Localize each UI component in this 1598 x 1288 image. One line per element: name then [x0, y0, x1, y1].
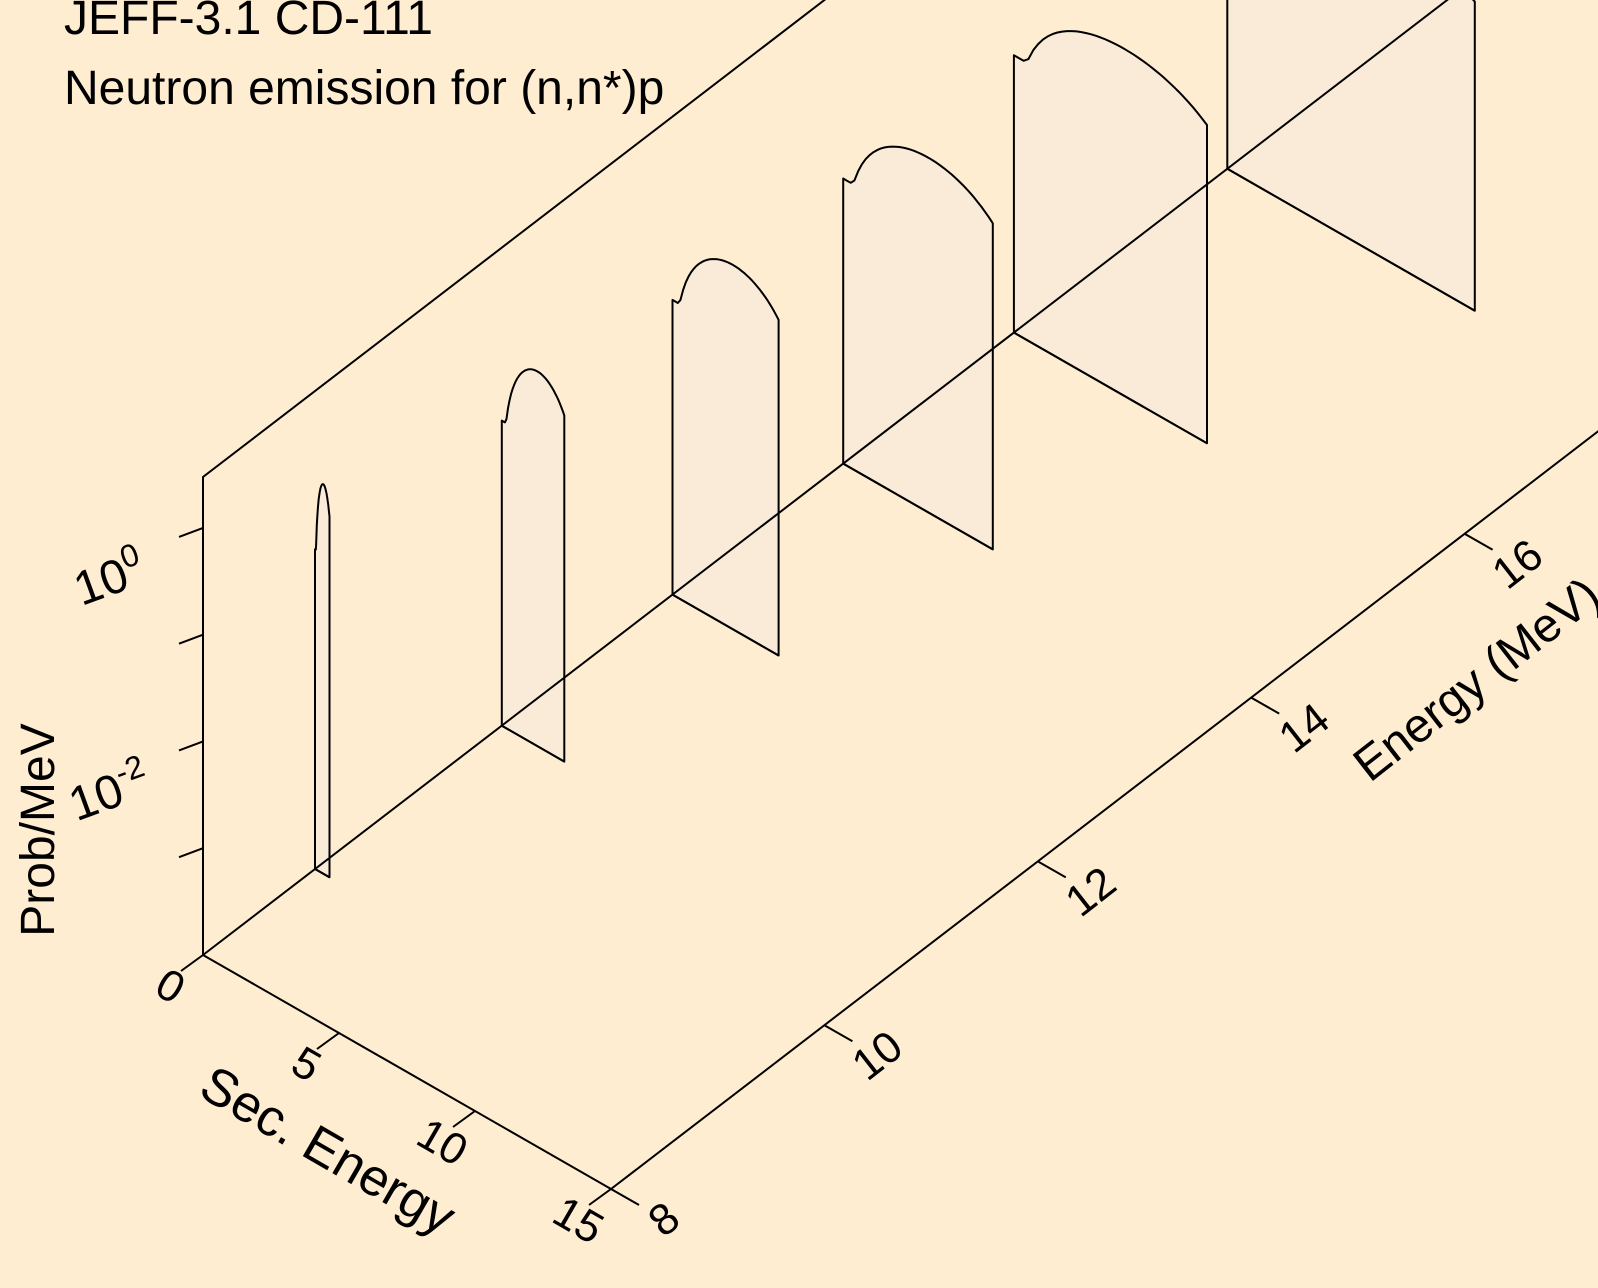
- incident-energy-tick: [1250, 696, 1280, 715]
- sec-energy-tick: [316, 1032, 340, 1050]
- spectrum-baseline-E14: [842, 462, 994, 551]
- incident-energy-tick: [823, 1024, 853, 1043]
- sec-energy-tick: [588, 1188, 612, 1206]
- sec-energy-tick: [180, 954, 204, 972]
- spectrum-curve-E9.05: [314, 483, 331, 879]
- spectrum-curve-E14: [842, 145, 994, 551]
- prob-tick: [178, 847, 204, 859]
- series-layer: [202, 0, 1476, 956]
- incident-energy-tick: [1464, 532, 1494, 551]
- spectrum-curve-E17.6: [1226, 0, 1476, 312]
- spectrum-baseline-E12.4: [671, 593, 780, 657]
- incident-energy-tick: [610, 1188, 640, 1206]
- prob-tick: [178, 527, 204, 538]
- spectrum-baseline-E17.6: [1226, 167, 1476, 312]
- spectrum-curve-E10.8: [500, 368, 566, 763]
- prob-axis-title: Prob/MeV: [12, 723, 65, 936]
- chart-title-line-1: JEFF-3.1 CD-111: [64, 0, 433, 45]
- spectrum-baseline-E15.6: [1013, 331, 1208, 445]
- chart-title-line-2: Neutron emission for (n,n*)p: [64, 62, 664, 115]
- sec-energy-tick: [452, 1110, 476, 1128]
- incident-energy-tick: [1037, 860, 1067, 879]
- spectrum-baseline-E10.8: [501, 724, 565, 763]
- floor-left-edge: [202, 0, 1449, 956]
- sec-energy-axis-line: [202, 954, 612, 1190]
- spectrum-baseline-E9.05: [314, 868, 330, 879]
- prob-tick: [178, 633, 204, 645]
- spectrum-curve-E12.4: [671, 258, 780, 657]
- spectrum-curve-E15.6: [1012, 30, 1208, 445]
- prob-tick: [178, 740, 204, 752]
